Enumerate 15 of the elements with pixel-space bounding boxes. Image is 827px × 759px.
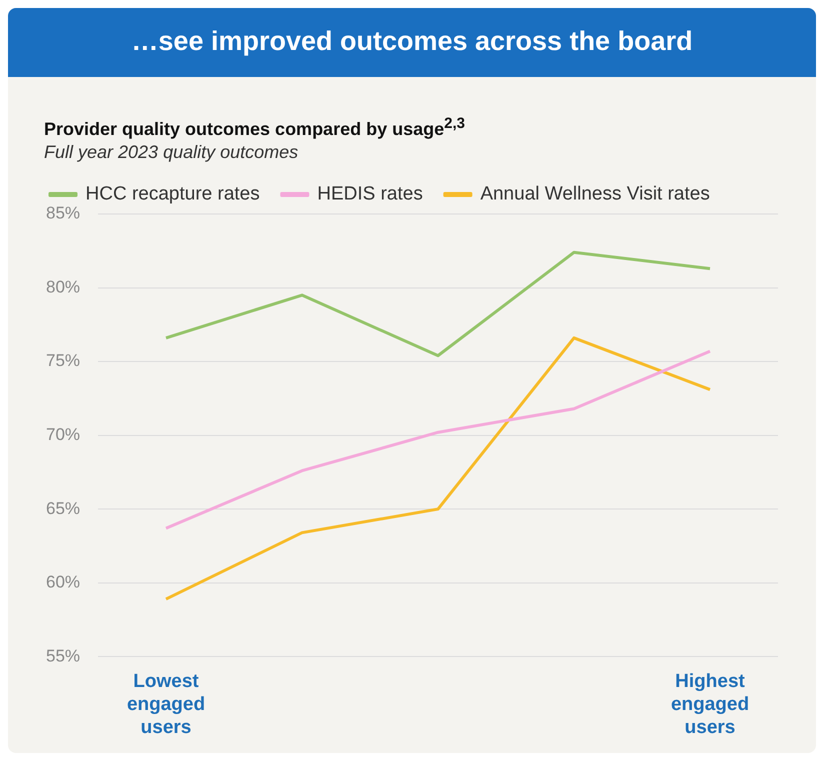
x-tick-label: Lowest engaged users [126, 671, 206, 738]
y-tick-label: 60% [46, 572, 80, 592]
chart-title: …see improved outcomes across the board [8, 8, 816, 77]
legend-label: HEDIS rates [317, 184, 423, 205]
legend-label: Annual Wellness Visit rates [480, 184, 710, 205]
y-tick-label: 75% [46, 351, 80, 370]
legend-label: HCC recapture rates [86, 184, 260, 205]
x-tick-label: Highest engaged users [670, 671, 750, 738]
y-tick-label: 65% [46, 498, 80, 518]
y-tick-label: 80% [46, 277, 80, 296]
y-tick-label: 70% [46, 424, 80, 444]
y-tick-label: 85% [46, 204, 80, 223]
chart-subtitle: Provider quality outcomes compared by usage$^{2,3}$ [44, 115, 466, 140]
y-tick-label: 55% [46, 646, 80, 666]
text: Full year 2023 quality outcomes [44, 142, 300, 163]
